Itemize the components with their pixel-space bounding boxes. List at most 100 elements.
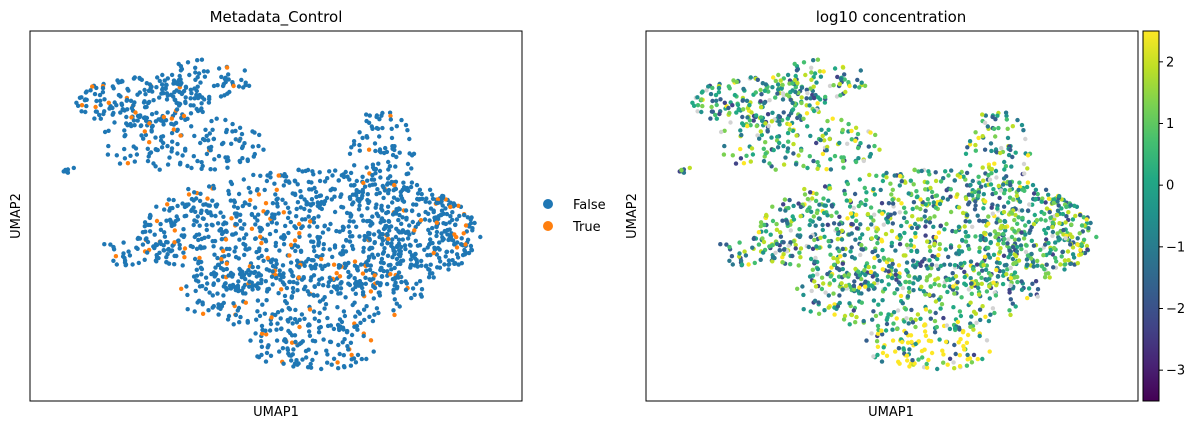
right-point: [714, 116, 719, 121]
right-point: [969, 281, 974, 286]
left-point: [276, 291, 281, 296]
right-point: [915, 194, 920, 199]
right-point: [1021, 128, 1026, 133]
right-point: [700, 89, 705, 94]
left-point: [100, 90, 106, 95]
right-point: [1012, 229, 1017, 234]
right-point: [953, 351, 958, 357]
right-point: [687, 165, 692, 171]
left-point: [206, 100, 212, 105]
left-point: [195, 58, 200, 63]
right-point: [1088, 220, 1093, 226]
left-point: [377, 134, 382, 139]
right-point: [981, 192, 986, 197]
left-point: [192, 86, 197, 91]
right-point: [1010, 124, 1015, 129]
left-point: [391, 195, 397, 200]
left-point: [267, 328, 273, 333]
left-point: [274, 261, 279, 267]
right-point: [907, 289, 912, 295]
left-point: [312, 185, 317, 191]
right-point: [872, 192, 878, 197]
left-point: [403, 279, 408, 284]
right-point: [923, 187, 928, 192]
left-point: [428, 237, 433, 242]
left-point: [191, 222, 196, 228]
right-point: [923, 233, 928, 238]
right-point: [903, 253, 908, 258]
left-point: [216, 66, 222, 71]
left-point: [165, 202, 170, 207]
right-point: [995, 242, 1001, 247]
left-point: [169, 116, 174, 121]
left-point: [294, 206, 299, 212]
right-point: [845, 181, 851, 187]
left-point: [151, 98, 156, 103]
right-point: [818, 74, 824, 79]
left-point: [441, 194, 446, 199]
left-point: [333, 168, 338, 173]
left-point: [224, 65, 230, 70]
left-point: [391, 290, 396, 295]
right-point: [926, 169, 931, 174]
right-point: [1051, 265, 1056, 270]
left-point: [119, 102, 125, 108]
left-point: [177, 73, 182, 79]
left-point: [295, 182, 300, 187]
right-point: [1029, 238, 1035, 243]
right-point: [1043, 200, 1048, 205]
left-point: [355, 352, 361, 358]
right-point: [905, 340, 911, 345]
left-point: [188, 111, 194, 116]
left-point: [410, 219, 415, 225]
right-point: [871, 309, 876, 314]
right-point: [879, 359, 885, 364]
left-point: [193, 209, 198, 214]
left-point: [265, 222, 270, 227]
right-point: [1075, 242, 1080, 247]
left-point: [142, 115, 148, 120]
left-point: [215, 262, 221, 267]
left-point: [309, 180, 314, 185]
left-point: [153, 119, 159, 124]
left-point: [306, 347, 311, 352]
left-point: [393, 234, 399, 240]
right-point: [1028, 228, 1033, 233]
right-point: [781, 202, 786, 207]
right-point: [827, 186, 833, 191]
right-point: [995, 113, 1000, 118]
right-point: [937, 242, 942, 247]
right-point: [936, 230, 942, 235]
right-point: [815, 272, 820, 277]
right-point: [828, 252, 833, 257]
right-point: [897, 210, 902, 215]
right-point: [938, 223, 943, 228]
left-point: [287, 279, 292, 285]
left-point: [397, 304, 402, 309]
left-point: [273, 192, 278, 197]
left-point: [417, 196, 422, 202]
right-point: [818, 235, 823, 240]
left-point: [93, 104, 98, 110]
right-point: [755, 133, 760, 138]
right-point: [758, 129, 763, 134]
right-point: [700, 103, 705, 109]
right-point: [1046, 192, 1051, 197]
right-point: [826, 198, 831, 203]
left-point: [383, 145, 388, 151]
left-point: [320, 253, 325, 258]
left-point: [419, 287, 425, 292]
left-point: [326, 262, 331, 267]
right-point: [1019, 208, 1025, 213]
right-point: [998, 188, 1004, 193]
left-point: [300, 217, 305, 222]
right-point: [957, 244, 962, 249]
right-point: [786, 205, 791, 211]
right-point: [1017, 180, 1022, 185]
right-point: [865, 226, 871, 231]
left-point: [448, 214, 453, 219]
left-point: [224, 287, 229, 292]
left-point: [255, 187, 260, 192]
left-point: [348, 196, 353, 202]
left-point: [221, 81, 226, 87]
